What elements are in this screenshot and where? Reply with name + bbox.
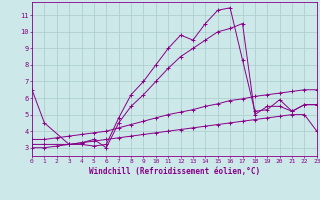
X-axis label: Windchill (Refroidissement éolien,°C): Windchill (Refroidissement éolien,°C) [89,167,260,176]
